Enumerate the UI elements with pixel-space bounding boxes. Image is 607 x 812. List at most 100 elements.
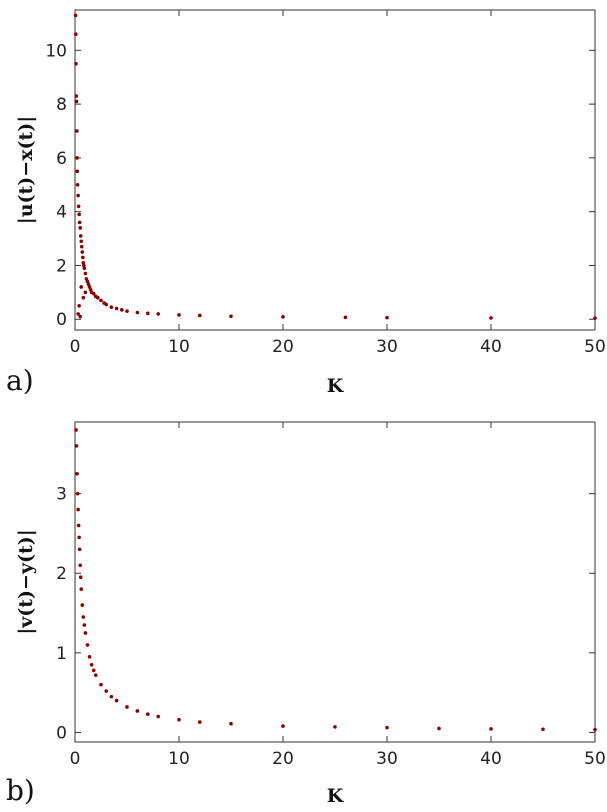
data-point-a — [489, 316, 493, 320]
y-tick-label-b: 3 — [56, 485, 67, 505]
data-point-a — [74, 61, 78, 66]
data-point-b — [125, 705, 129, 709]
data-point-b — [99, 682, 103, 687]
data-point-b — [135, 709, 140, 713]
data-point-a — [96, 295, 100, 300]
data-point-b — [489, 727, 493, 731]
points-a — [73, 13, 597, 320]
data-point-a — [156, 312, 160, 316]
data-point-a — [104, 302, 108, 307]
plot-frame-b — [74, 421, 596, 743]
data-point-a — [75, 182, 80, 187]
data-point-a — [76, 204, 81, 209]
data-point-b — [79, 587, 84, 591]
data-point-b — [437, 726, 441, 731]
data-point-b — [76, 507, 80, 512]
data-point-a — [75, 129, 79, 133]
data-point-b — [75, 471, 79, 476]
data-point-a — [120, 308, 124, 312]
data-point-b — [593, 727, 597, 732]
data-point-a — [99, 298, 103, 303]
data-point-b — [177, 717, 181, 722]
data-point-b — [77, 547, 82, 552]
y-tick-label-a: 10 — [45, 41, 67, 61]
data-point-a — [146, 311, 150, 316]
panel-label-a: a) — [6, 364, 34, 397]
data-point-a — [79, 239, 84, 244]
ticks-b: 0 10 20 30 40 50 0 1 2 3 — [56, 422, 606, 769]
data-point-a — [82, 266, 87, 270]
x-tick-label-a: 20 — [272, 337, 294, 357]
panel-label-b: b) — [6, 774, 35, 807]
y-tick-label-b: 2 — [56, 564, 67, 584]
y-tick-label-a: 4 — [56, 203, 67, 223]
data-point-a — [74, 94, 79, 98]
data-point-a — [343, 315, 348, 320]
data-point-b — [89, 662, 94, 667]
data-point-a — [229, 314, 233, 319]
data-point-a — [177, 313, 181, 317]
data-point-b — [83, 631, 88, 635]
data-point-a — [78, 234, 83, 238]
x-tick-label-b: 50 — [584, 749, 606, 769]
data-point-b — [85, 643, 90, 647]
x-tick-label-b: 30 — [376, 749, 398, 769]
data-point-a — [77, 304, 81, 308]
data-point-b — [74, 428, 78, 432]
data-point-a — [281, 315, 285, 319]
data-point-a — [75, 156, 79, 160]
data-point-a — [77, 212, 81, 217]
data-point-a — [74, 32, 78, 36]
y-tick-label-b: 0 — [56, 723, 67, 743]
data-point-b — [76, 523, 81, 528]
data-point-a — [114, 306, 119, 311]
y-tick-label-b: 1 — [56, 644, 67, 664]
data-point-b — [146, 712, 150, 716]
y-tick-label-a: 0 — [56, 310, 67, 330]
data-point-a — [385, 315, 389, 320]
x-axis-label-a: K — [327, 375, 345, 397]
x-tick-label-a: 10 — [168, 337, 190, 357]
y-tick-label-a: 6 — [56, 149, 67, 169]
data-point-b — [75, 491, 80, 496]
data-point-b — [78, 575, 83, 580]
data-point-a — [81, 295, 86, 300]
data-point-b — [229, 721, 233, 726]
data-point-b — [541, 727, 545, 732]
data-point-b — [80, 603, 85, 607]
x-tick-label-a: 0 — [70, 337, 81, 357]
x-tick-label-b: 10 — [168, 749, 190, 769]
data-point-a — [80, 250, 85, 254]
plot-frame-a — [74, 9, 596, 331]
data-point-a — [135, 310, 140, 315]
data-point-b — [77, 535, 81, 540]
data-point-a — [198, 313, 202, 318]
data-point-a — [74, 99, 79, 104]
data-point-a — [77, 220, 82, 225]
data-point-b — [385, 725, 389, 730]
ticks-a: 0 10 20 30 40 50 0 2 4 6 8 10 — [45, 10, 606, 357]
data-point-a — [81, 255, 85, 260]
data-point-a — [78, 226, 82, 230]
x-tick-label-b: 40 — [480, 749, 502, 769]
data-point-b — [333, 725, 337, 729]
data-point-b — [104, 689, 108, 693]
data-point-b — [82, 623, 87, 627]
data-point-a — [76, 193, 80, 198]
data-point-b — [74, 444, 79, 448]
data-point-b — [94, 673, 98, 677]
data-point-b — [281, 724, 285, 728]
data-point-a — [593, 316, 597, 320]
data-point-b — [87, 655, 92, 659]
data-point-a — [79, 244, 84, 249]
data-point-a — [91, 291, 96, 296]
x-tick-label-a: 30 — [376, 337, 398, 357]
y-tick-label-a: 8 — [56, 95, 67, 115]
data-point-a — [83, 271, 88, 276]
data-point-a — [78, 314, 82, 319]
x-tick-label-b: 20 — [272, 749, 294, 769]
panel-b: 0 10 20 30 40 50 0 1 2 3 K |v(t)−y(t)| b) — [6, 421, 606, 807]
data-point-b — [81, 615, 86, 619]
data-point-a — [79, 285, 84, 289]
